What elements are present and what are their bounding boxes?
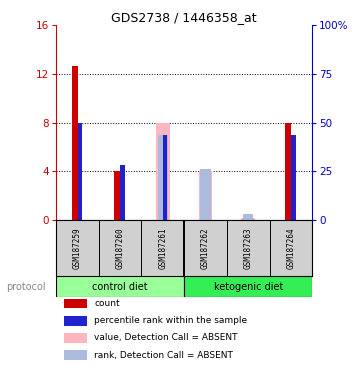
Bar <box>291 135 296 220</box>
Bar <box>78 122 82 220</box>
Bar <box>121 165 125 220</box>
Text: count: count <box>95 299 120 308</box>
Bar <box>199 171 212 220</box>
Text: GSM187264: GSM187264 <box>286 227 295 269</box>
Text: protocol: protocol <box>6 282 46 292</box>
Bar <box>64 333 87 343</box>
Bar <box>156 122 170 220</box>
Bar <box>285 122 291 220</box>
Title: GDS2738 / 1446358_at: GDS2738 / 1446358_at <box>111 11 257 24</box>
Text: GSM187261: GSM187261 <box>158 227 167 269</box>
Bar <box>64 298 87 308</box>
Text: percentile rank within the sample: percentile rank within the sample <box>95 316 248 325</box>
Bar <box>64 316 87 326</box>
Text: rank, Detection Call = ABSENT: rank, Detection Call = ABSENT <box>95 351 233 360</box>
Text: GSM187260: GSM187260 <box>116 227 125 269</box>
Bar <box>200 169 210 220</box>
Text: GSM187262: GSM187262 <box>201 227 210 269</box>
Bar <box>242 218 255 220</box>
Bar <box>56 276 184 298</box>
Text: ketogenic diet: ketogenic diet <box>213 282 283 292</box>
Text: control diet: control diet <box>92 282 148 292</box>
Text: GSM187259: GSM187259 <box>73 227 82 269</box>
Bar <box>243 214 253 220</box>
Bar <box>158 135 168 220</box>
Bar <box>114 171 121 220</box>
Bar <box>184 276 312 298</box>
Bar <box>64 350 87 360</box>
Bar <box>72 66 78 220</box>
Text: GSM187263: GSM187263 <box>244 227 253 269</box>
Bar <box>163 135 168 220</box>
Text: value, Detection Call = ABSENT: value, Detection Call = ABSENT <box>95 333 238 343</box>
